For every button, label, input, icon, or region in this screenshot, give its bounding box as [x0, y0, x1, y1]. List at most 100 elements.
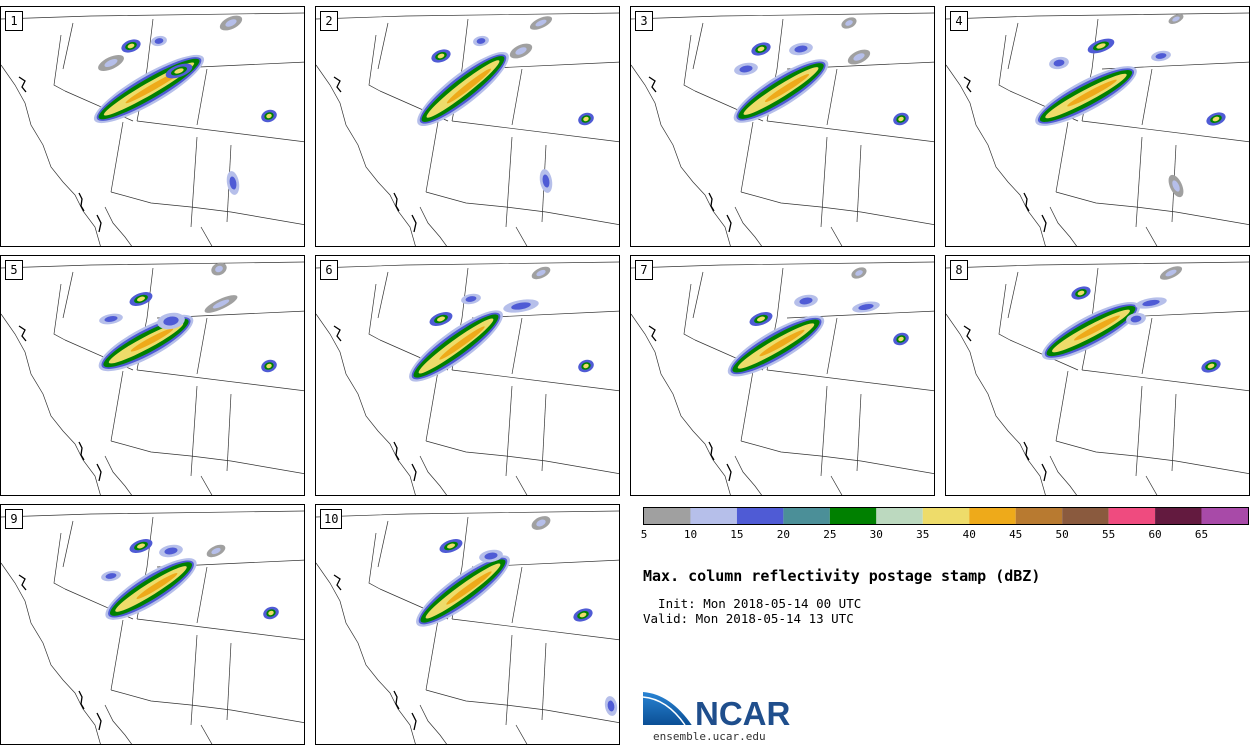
- echo-orange: [1067, 79, 1117, 107]
- postage-stamp-panel: 3: [630, 6, 935, 247]
- colorbar-tick-label: 60: [1148, 528, 1162, 541]
- coastline: [963, 76, 972, 93]
- panel-map: [631, 261, 934, 495]
- colorbar-swatch: [690, 508, 737, 524]
- colorbar-swatch: [1015, 508, 1063, 524]
- echo-cell: [898, 116, 904, 122]
- state-boundaries: [631, 261, 934, 495]
- echo-cell: [756, 316, 766, 322]
- colorbar-tick-label: 40: [962, 528, 976, 541]
- coastline: [726, 214, 732, 233]
- boundary-line: [740, 121, 754, 193]
- echo-cell: [1172, 16, 1180, 22]
- coastline: [333, 574, 342, 591]
- panel-member-number: 6: [320, 260, 338, 280]
- boundary-line: [104, 704, 132, 744]
- boundary-line: [377, 271, 389, 319]
- boundary-line: [1, 12, 304, 20]
- colorbar-swatch: [1201, 508, 1248, 524]
- boundary-line: [62, 271, 74, 319]
- boundary-line: [946, 12, 1249, 20]
- panel-member-number: 10: [320, 509, 343, 529]
- boundary-line: [515, 475, 528, 495]
- boundary-line: [541, 642, 547, 721]
- postage-stamp-panel: 5: [0, 255, 305, 496]
- state-boundaries: [316, 12, 619, 246]
- coastline: [648, 76, 657, 93]
- echo-orange: [764, 73, 810, 103]
- reflectivity-colorbar: [643, 507, 1249, 525]
- colorbar-swatch: [1155, 508, 1202, 524]
- boundary-line: [946, 261, 1249, 269]
- echo-cell: [127, 43, 135, 49]
- echo-cell: [215, 265, 223, 273]
- boundary-line: [946, 313, 1046, 495]
- echo-cell: [1207, 363, 1215, 369]
- echo-cell: [583, 116, 589, 122]
- boundary-line: [1135, 385, 1143, 477]
- boundary-line: [316, 64, 416, 246]
- panel-member-number: 8: [950, 260, 968, 280]
- boundary-line: [820, 385, 828, 477]
- echo-cell: [579, 612, 587, 618]
- boundary-line: [190, 385, 198, 477]
- echo-cell: [211, 547, 221, 555]
- boundary-line: [1055, 121, 1069, 193]
- echo-cell: [104, 58, 118, 68]
- boundary-line: [998, 283, 1011, 341]
- boundary-line: [766, 369, 934, 392]
- coastline: [333, 325, 342, 342]
- boundary-line: [683, 34, 696, 92]
- boundary-line: [692, 271, 704, 319]
- echo-cell: [465, 296, 477, 302]
- colorbar-swatch: [644, 508, 691, 524]
- colorbar-tick-label: 45: [1009, 528, 1023, 541]
- panel-member-number: 3: [635, 11, 653, 31]
- boundary-line: [856, 144, 862, 223]
- coastline: [1041, 463, 1047, 482]
- boundary-line: [425, 191, 619, 226]
- boundary-line: [1081, 369, 1249, 392]
- echo-orange: [446, 571, 492, 605]
- echo-cell: [536, 269, 546, 277]
- colorbar-tick-label: 50: [1055, 528, 1069, 541]
- boundary-line: [110, 689, 304, 724]
- echo-cell: [154, 38, 164, 44]
- boundary-line: [826, 317, 838, 375]
- echo-cell: [437, 53, 445, 59]
- init-time: Init: Mon 2018-05-14 00 UTC: [643, 596, 862, 611]
- coastline: [648, 325, 657, 342]
- boundary-line: [316, 562, 416, 744]
- echo-cell: [757, 46, 765, 52]
- panel-member-number: 4: [950, 11, 968, 31]
- boundary-line: [1081, 120, 1249, 143]
- boundary-line: [1055, 191, 1249, 226]
- echo-cell: [1172, 180, 1180, 192]
- echo-cell: [104, 316, 118, 322]
- boundary-line: [856, 393, 862, 472]
- echo-cell: [164, 547, 178, 555]
- coastline: [96, 463, 102, 482]
- reflectivity-echoes: [1035, 14, 1226, 198]
- boundary-line: [200, 475, 213, 495]
- echo-cell: [163, 316, 179, 326]
- boundary-line: [766, 120, 934, 143]
- boundary-line: [62, 520, 74, 568]
- boundary-line: [190, 136, 198, 228]
- postage-stamp-panel: 7: [630, 255, 935, 496]
- boundary-line: [1145, 226, 1158, 246]
- reflectivity-echoes: [727, 267, 909, 377]
- boundary-line: [53, 283, 66, 341]
- boundary-line: [425, 370, 439, 442]
- boundary-line: [505, 634, 513, 726]
- echo-cell: [858, 303, 874, 311]
- postage-stamp-panel: 4: [945, 6, 1250, 247]
- state-boundaries: [1, 510, 304, 744]
- boundary-line: [511, 68, 523, 126]
- boundary-line: [1007, 271, 1019, 319]
- panel-map: [946, 261, 1249, 495]
- coastline: [78, 192, 85, 212]
- echo-cell: [739, 65, 753, 73]
- echo-cell: [535, 19, 547, 27]
- colorbar-swatch: [736, 508, 784, 524]
